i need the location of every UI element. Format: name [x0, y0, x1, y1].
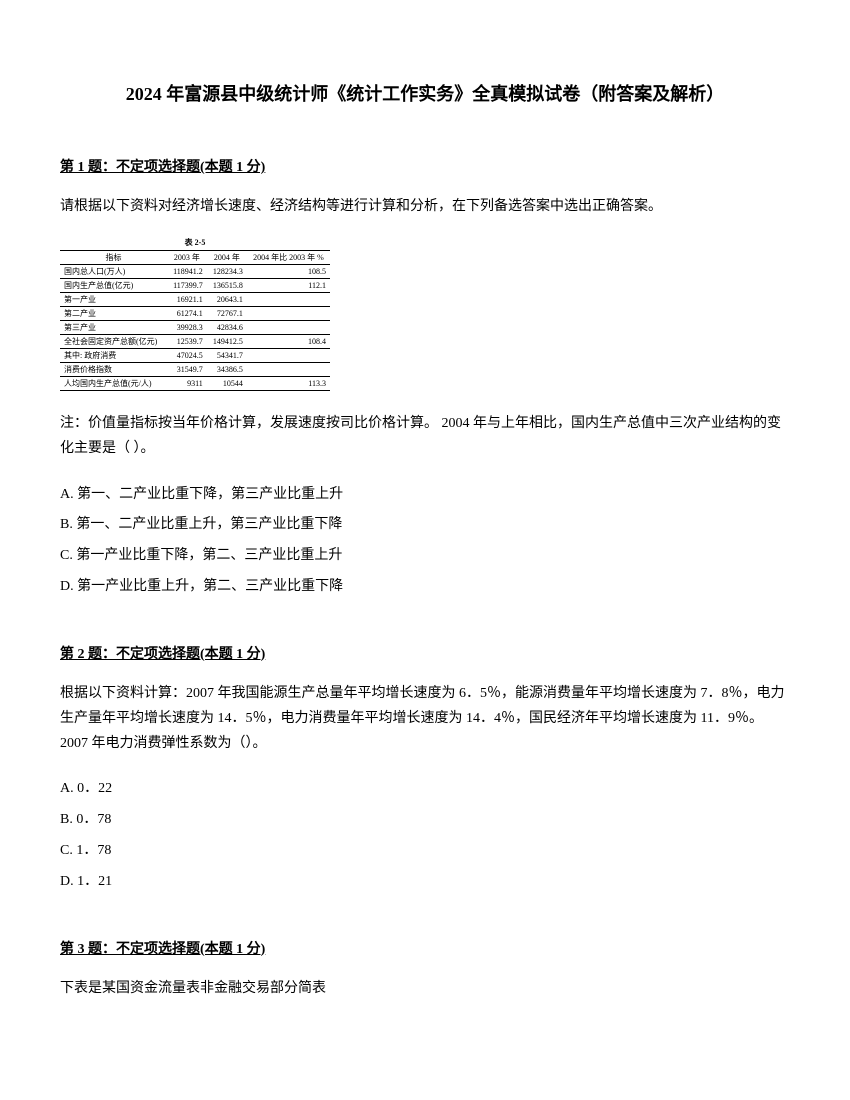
q2-option-c: C. 1．78	[60, 836, 790, 867]
table-cell: 113.3	[247, 377, 330, 391]
table-cell	[247, 293, 330, 307]
table-row: 国内总人口(万人)118941.2128234.3108.5	[60, 265, 330, 279]
table-cell: 国内生产总值(亿元)	[60, 279, 167, 293]
table-cell: 10544	[207, 377, 247, 391]
q1-option-d: D. 第一产业比重上升，第二、三产业比重下降	[60, 572, 790, 603]
table-cell: 第二产业	[60, 307, 167, 321]
q1-data-table: 表 2-5 指标 2003 年 2004 年 2004 年比 2003 年 % …	[60, 237, 330, 391]
table-cell: 国内总人口(万人)	[60, 265, 167, 279]
question-3: 第 3 题：不定项选择题(本题 1 分) 下表是某国资金流量表非金融交易部分简表	[60, 938, 790, 1001]
table-cell: 118941.2	[167, 265, 207, 279]
table-cell: 47024.5	[167, 349, 207, 363]
table-row: 消费价格指数31549.734386.5	[60, 363, 330, 377]
table-row: 国内生产总值(亿元)117399.7136515.8112.1	[60, 279, 330, 293]
table-header: 指标	[60, 251, 167, 265]
table-cell: 61274.1	[167, 307, 207, 321]
table-cell: 消费价格指数	[60, 363, 167, 377]
table-cell: 12539.7	[167, 335, 207, 349]
table-cell	[247, 321, 330, 335]
q1-header: 第 1 题：不定项选择题(本题 1 分)	[60, 156, 790, 176]
table-cell: 117399.7	[167, 279, 207, 293]
table-cell: 人均国内生产总值(元/人)	[60, 377, 167, 391]
q1-note: 注：价值量指标按当年价格计算，发展速度按司比价格计算。 2004 年与上年相比，…	[60, 411, 790, 461]
q2-options: A. 0．22 B. 0．78 C. 1．78 D. 1．21	[60, 774, 790, 897]
table-cell: 128234.3	[207, 265, 247, 279]
table-cell: 31549.7	[167, 363, 207, 377]
table-cell: 16921.1	[167, 293, 207, 307]
table-cell: 42834.6	[207, 321, 247, 335]
table-cell	[247, 307, 330, 321]
table-row: 第一产业16921.120643.1	[60, 293, 330, 307]
q2-option-d: D. 1．21	[60, 867, 790, 898]
table-cell: 20643.1	[207, 293, 247, 307]
table-header: 2004 年	[207, 251, 247, 265]
q3-header: 第 3 题：不定项选择题(本题 1 分)	[60, 938, 790, 958]
table-cell: 全社会固定资产总额(亿元)	[60, 335, 167, 349]
table-row: 第三产业39928.342834.6	[60, 321, 330, 335]
q2-option-b: B. 0．78	[60, 805, 790, 836]
q1-option-c: C. 第一产业比重下降，第二、三产业比重上升	[60, 541, 790, 572]
table-cell: 第三产业	[60, 321, 167, 335]
table-cell: 39928.3	[167, 321, 207, 335]
table-row: 第二产业61274.172767.1	[60, 307, 330, 321]
table-cell: 72767.1	[207, 307, 247, 321]
table-row: 人均国内生产总值(元/人)931110544113.3	[60, 377, 330, 391]
table-header-row: 指标 2003 年 2004 年 2004 年比 2003 年 %	[60, 251, 330, 265]
table-cell: 112.1	[247, 279, 330, 293]
q1-intro: 请根据以下资料对经济增长速度、经济结构等进行计算和分析，在下列备选答案中选出正确…	[60, 194, 790, 219]
table-cell: 108.4	[247, 335, 330, 349]
table-cell: 136515.8	[207, 279, 247, 293]
table-cell: 其中: 政府消费	[60, 349, 167, 363]
table-cell: 108.5	[247, 265, 330, 279]
table-cell	[247, 349, 330, 363]
q3-text: 下表是某国资金流量表非金融交易部分简表	[60, 976, 790, 1001]
table-cell	[247, 363, 330, 377]
table-header: 2004 年比 2003 年 %	[247, 251, 330, 265]
table-cell: 34386.5	[207, 363, 247, 377]
q1-table-caption: 表 2-5	[60, 237, 330, 250]
question-1: 第 1 题：不定项选择题(本题 1 分) 请根据以下资料对经济增长速度、经济结构…	[60, 156, 790, 603]
q1-option-a: A. 第一、二产业比重下降，第三产业比重上升	[60, 480, 790, 511]
q1-options: A. 第一、二产业比重下降，第三产业比重上升 B. 第一、二产业比重上升，第三产…	[60, 480, 790, 603]
table-cell: 9311	[167, 377, 207, 391]
table-row: 其中: 政府消费47024.554341.7	[60, 349, 330, 363]
table-cell: 第一产业	[60, 293, 167, 307]
q2-header: 第 2 题：不定项选择题(本题 1 分)	[60, 643, 790, 663]
table-cell: 54341.7	[207, 349, 247, 363]
table-row: 全社会固定资产总额(亿元)12539.7149412.5108.4	[60, 335, 330, 349]
question-2: 第 2 题：不定项选择题(本题 1 分) 根据以下资料计算：2007 年我国能源…	[60, 643, 790, 898]
q1-table-container: 表 2-5 指标 2003 年 2004 年 2004 年比 2003 年 % …	[60, 237, 790, 391]
q2-option-a: A. 0．22	[60, 774, 790, 805]
page-title: 2024 年富源县中级统计师《统计工作实务》全真模拟试卷（附答案及解析）	[60, 80, 790, 106]
table-header: 2003 年	[167, 251, 207, 265]
q2-text: 根据以下资料计算：2007 年我国能源生产总量年平均增长速度为 6．5％，能源消…	[60, 681, 790, 757]
q1-option-b: B. 第一、二产业比重上升，第三产业比重下降	[60, 510, 790, 541]
table-cell: 149412.5	[207, 335, 247, 349]
